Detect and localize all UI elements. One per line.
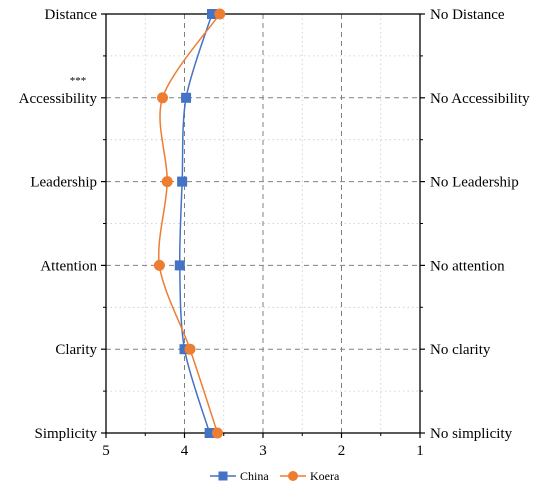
category-label-left: Clarity	[55, 342, 97, 358]
legend-label-koera: Koera	[310, 469, 340, 483]
series-layer	[153, 8, 226, 439]
category-label-right: No Accessibility	[430, 91, 530, 107]
significance-mark: ***	[70, 75, 87, 87]
category-label-left: Distance	[45, 7, 98, 23]
category-label-right: No Distance	[430, 7, 505, 23]
data-point-koera	[211, 427, 223, 439]
data-point-koera	[157, 92, 169, 104]
category-label-left: Simplicity	[34, 426, 97, 442]
data-point-koera	[214, 8, 226, 20]
x-tick-label: 1	[416, 443, 424, 459]
x-tick-label: 4	[181, 443, 189, 459]
data-point-koera	[161, 176, 173, 188]
legend-marker-china	[218, 471, 228, 481]
category-label-left: Leadership	[30, 175, 97, 191]
x-tick-label: 5	[102, 443, 110, 459]
grid-layer	[106, 14, 420, 433]
data-point-china	[206, 9, 217, 19]
data-point-koera	[153, 259, 165, 271]
category-label-right: No simplicity	[430, 426, 513, 442]
label-layer: Distance No Distance Accessibility No Acces…	[19, 7, 530, 442]
legend-marker-koera	[288, 471, 298, 481]
category-label-right: No Leadership	[430, 175, 519, 191]
x-tick-label: 3	[259, 443, 267, 459]
tick-layer: 5 4 3 2 1	[101, 13, 425, 459]
category-label-right: No attention	[430, 258, 505, 274]
series-line-koera	[158, 13, 221, 434]
data-point-china	[181, 92, 192, 103]
category-label-left: Attention	[40, 258, 97, 274]
data-point-china	[177, 176, 188, 187]
data-point-china	[174, 260, 185, 271]
legend-label-china: China	[240, 469, 269, 483]
legend-layer: China Koera	[210, 469, 340, 483]
x-tick-label: 2	[338, 443, 346, 459]
data-point-koera	[184, 343, 196, 355]
series-line-china	[178, 13, 213, 434]
data-point-china	[204, 428, 215, 438]
category-label-right: No clarity	[430, 342, 491, 358]
category-label-left: Accessibility	[19, 91, 98, 107]
